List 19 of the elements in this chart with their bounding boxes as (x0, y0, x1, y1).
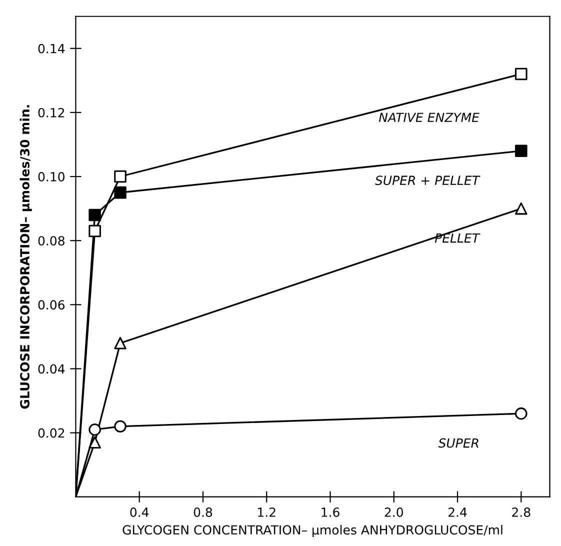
x-tick-label: 0.8 (194, 507, 212, 517)
y-tick-label: 0.06 (38, 300, 65, 310)
y-tick-label: 0.14 (38, 44, 65, 54)
y-axis-title: GLUCOSE INCORPORATION– μmoles/30 min. (20, 105, 32, 409)
y-tick-label: 0.04 (38, 364, 65, 374)
x-tick-label: 0.4 (130, 507, 149, 517)
x-tick-label: 2.4 (448, 507, 467, 517)
series-label: NATIVE ENZYME (378, 112, 480, 122)
x-tick-label: 1.2 (258, 507, 276, 517)
x-tick-label: 2.8 (512, 507, 530, 517)
series-label: SUPER (438, 438, 478, 448)
y-tick-label: 0.10 (38, 172, 64, 182)
series-label: SUPER + PELLET (375, 176, 480, 186)
y-tick-label: 0.02 (38, 428, 64, 438)
x-axis-title: GLYCOGEN CONCENTRATION– μmoles ANHYDROGLUCOSE/ml (122, 524, 502, 538)
x-tick-label: 2.0 (384, 507, 403, 517)
x-tick-label: 1.6 (322, 507, 340, 517)
y-tick-label: 0.08 (38, 236, 64, 246)
y-tick-label: 0.12 (38, 108, 64, 118)
